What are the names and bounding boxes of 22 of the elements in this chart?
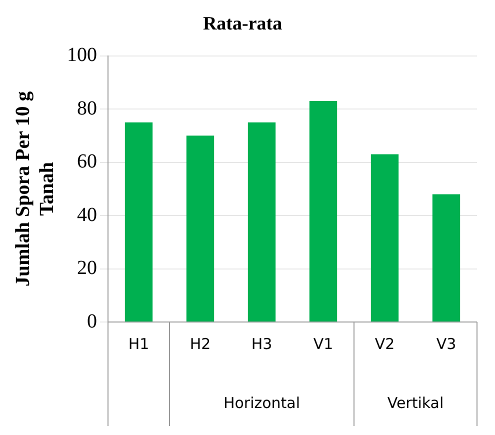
y-tick-label: 100 [67, 44, 97, 66]
x-tick-label: H2 [190, 334, 211, 353]
chart-title: Rata-rata [202, 13, 283, 34]
x-tick-label: H1 [128, 334, 150, 353]
y-tick-label: 40 [77, 204, 97, 226]
x-tick-label: V3 [436, 334, 456, 353]
y-tick-label: 80 [77, 97, 97, 120]
y-axis-title: Jumlah Spora Per 10 g Tanah [12, 91, 58, 286]
x-tick-label: H3 [251, 334, 272, 353]
bar [248, 122, 276, 322]
text: Vertikal [387, 394, 444, 412]
bar [124, 122, 153, 322]
x-tick-label: V2 [374, 334, 395, 353]
x-tick-label: V1 [313, 334, 334, 353]
bar [370, 154, 399, 322]
y-tick-label: 20 [77, 257, 97, 280]
y-tick-label: 60 [77, 150, 97, 173]
bar [432, 194, 460, 322]
text: Horizontal [223, 394, 300, 412]
bar [309, 101, 338, 322]
bar [186, 136, 214, 322]
y-tick-label: 0 [87, 310, 97, 332]
